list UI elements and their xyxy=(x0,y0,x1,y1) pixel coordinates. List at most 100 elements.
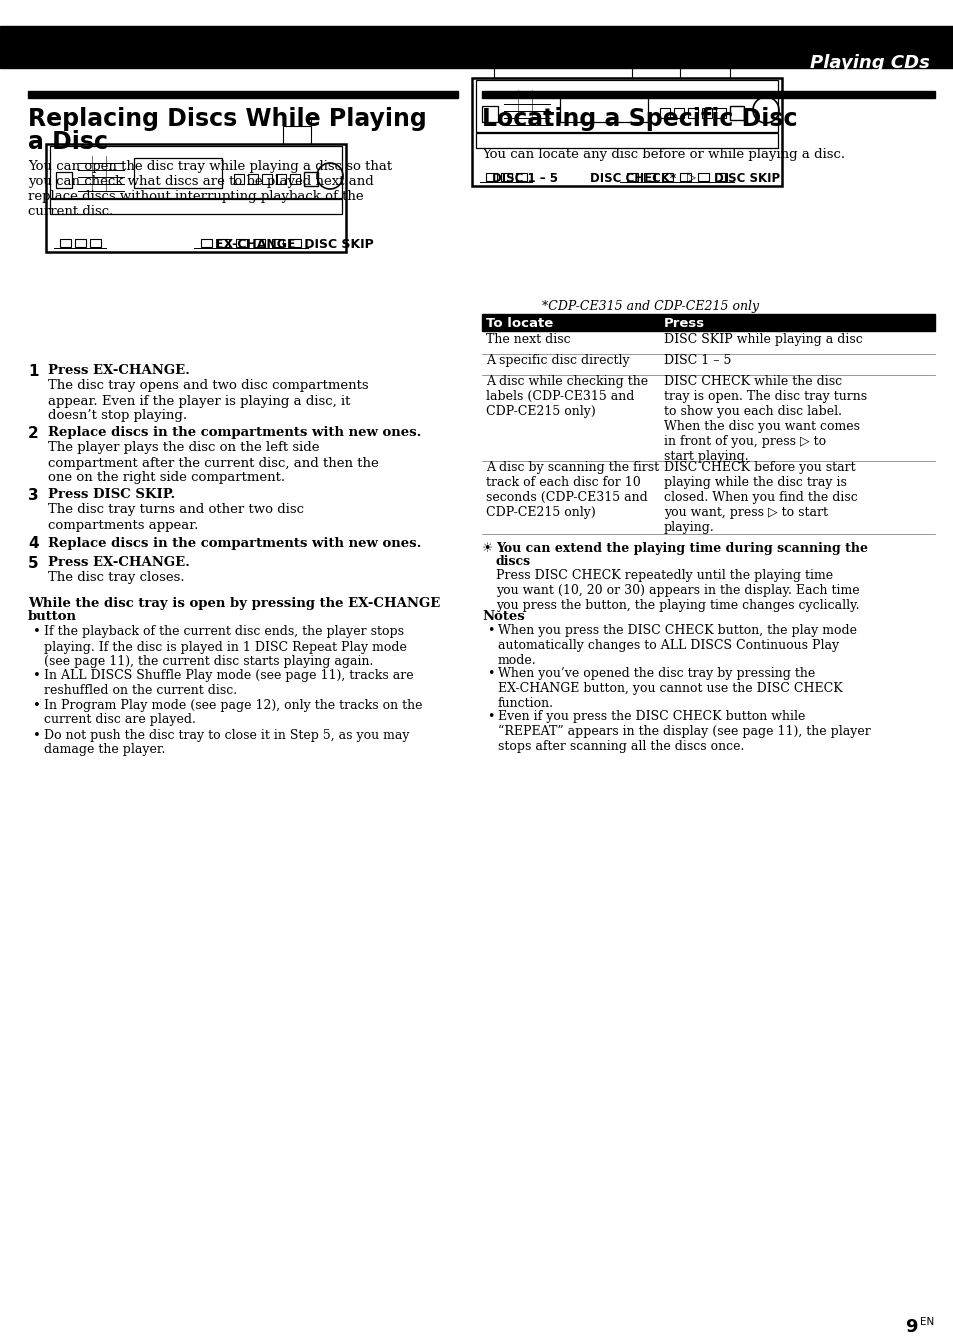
Text: DISC CHECK while the disc
tray is open. The disc tray turns
to show you each dis: DISC CHECK while the disc tray is open. … xyxy=(663,374,866,463)
Text: 9: 9 xyxy=(904,1318,917,1336)
Text: If the playback of the current disc ends, the player stops
playing. If the disc : If the playback of the current disc ends… xyxy=(44,626,406,668)
Bar xyxy=(133,158,222,189)
Bar xyxy=(290,239,301,247)
Text: In Program Play mode (see page 12), only the tracks on the
current disc are play: In Program Play mode (see page 12), only… xyxy=(44,698,422,726)
Bar xyxy=(201,239,212,247)
Text: 4: 4 xyxy=(28,536,38,551)
Bar xyxy=(659,108,669,118)
Text: •: • xyxy=(486,710,494,723)
Text: •: • xyxy=(33,668,41,682)
Bar xyxy=(290,174,299,185)
Text: •: • xyxy=(33,729,41,742)
Text: Press DISC CHECK repeatedly until the playing time
you want (10, 20 or 30) appea: Press DISC CHECK repeatedly until the pl… xyxy=(496,570,859,612)
Bar xyxy=(687,108,698,118)
Bar xyxy=(679,172,690,180)
Text: Notes: Notes xyxy=(481,610,524,623)
Text: *CDP-CE315 and CDP-CE215 only: *CDP-CE315 and CDP-CE215 only xyxy=(541,299,759,313)
Bar xyxy=(661,172,672,180)
Text: Playing CDs: Playing CDs xyxy=(809,53,929,72)
Text: A disc while checking the
labels (CDP-CE315 and
CDP-CE215 only): A disc while checking the labels (CDP-CE… xyxy=(485,374,647,418)
Text: Locating a Specific Disc: Locating a Specific Disc xyxy=(481,107,797,131)
Text: Replacing Discs While Playing: Replacing Discs While Playing xyxy=(28,107,426,131)
Bar xyxy=(275,174,286,185)
Text: DISC SKIP: DISC SKIP xyxy=(713,172,780,185)
Bar xyxy=(235,239,247,247)
Bar xyxy=(481,91,934,98)
Text: Even if you press the DISC CHECK button while
“REPEAT” appears in the display (s: Even if you press the DISC CHECK button … xyxy=(497,710,870,753)
Text: Press EX-CHANGE.: Press EX-CHANGE. xyxy=(48,556,190,570)
Bar xyxy=(253,239,265,247)
Text: EX-CHANGE  DISC SKIP: EX-CHANGE DISC SKIP xyxy=(214,238,374,251)
Text: Replace discs in the compartments with new ones.: Replace discs in the compartments with n… xyxy=(48,536,421,550)
Text: EN: EN xyxy=(919,1317,933,1328)
Bar xyxy=(716,172,726,180)
Text: Do not push the disc tray to close it in Step 5, as you may
damage the player.: Do not push the disc tray to close it in… xyxy=(44,729,409,757)
Bar xyxy=(218,239,229,247)
Bar xyxy=(626,172,638,180)
Bar xyxy=(500,172,512,180)
Bar xyxy=(481,314,934,332)
Bar xyxy=(476,80,778,132)
Bar xyxy=(304,172,317,186)
Text: The disc tray turns and other two disc
compartments appear.: The disc tray turns and other two disc c… xyxy=(48,504,304,532)
Bar xyxy=(56,172,71,189)
Text: The player plays the disc on the left side
compartment after the current disc, a: The player plays the disc on the left si… xyxy=(48,441,378,484)
Text: Press EX-CHANGE.: Press EX-CHANGE. xyxy=(48,364,190,377)
Bar xyxy=(698,172,708,180)
Text: a Disc: a Disc xyxy=(28,130,108,154)
Text: •: • xyxy=(33,626,41,639)
Text: discs: discs xyxy=(496,555,531,568)
Text: 1: 1 xyxy=(28,364,38,378)
Text: In ALL DISCS Shuffle Play mode (see page 11), tracks are
reshuffled on the curre: In ALL DISCS Shuffle Play mode (see page… xyxy=(44,668,414,697)
Text: •: • xyxy=(486,667,494,681)
Text: button: button xyxy=(28,611,77,623)
Text: ☀: ☀ xyxy=(481,541,493,555)
Text: 5: 5 xyxy=(28,556,38,571)
Text: DISC 1 – 5: DISC 1 – 5 xyxy=(663,354,731,366)
Bar xyxy=(472,78,781,186)
Bar xyxy=(90,239,101,247)
Bar xyxy=(248,174,257,185)
Text: You can locate any disc before or while playing a disc.: You can locate any disc before or while … xyxy=(481,148,844,160)
Text: When you press the DISC CHECK button, the play mode
automatically changes to ALL: When you press the DISC CHECK button, th… xyxy=(497,624,856,667)
Bar xyxy=(50,199,341,214)
Bar xyxy=(559,92,647,122)
Bar xyxy=(50,146,341,198)
Text: A specific disc directly: A specific disc directly xyxy=(485,354,629,366)
Text: The next disc: The next disc xyxy=(485,333,570,346)
Text: You can open the disc tray while playing a disc so that
you can check what discs: You can open the disc tray while playing… xyxy=(28,160,392,218)
Bar xyxy=(60,239,71,247)
Text: DISC CHECK*: DISC CHECK* xyxy=(589,172,676,185)
Bar xyxy=(716,108,725,118)
Bar xyxy=(701,108,711,118)
Text: Press DISC SKIP.: Press DISC SKIP. xyxy=(48,488,175,501)
Text: To locate: To locate xyxy=(485,317,553,330)
Text: While the disc tray is open by pressing the EX-CHANGE: While the disc tray is open by pressing … xyxy=(28,598,439,610)
Text: Press: Press xyxy=(663,317,704,330)
Text: The disc tray opens and two disc compartments
appear. Even if the player is play: The disc tray opens and two disc compart… xyxy=(48,380,368,422)
Text: ▷: ▷ xyxy=(686,172,696,185)
Bar xyxy=(75,239,86,247)
Text: You can extend the playing time during scanning the: You can extend the playing time during s… xyxy=(496,541,867,555)
Bar xyxy=(233,174,244,185)
Text: •: • xyxy=(33,698,41,711)
Text: •: • xyxy=(486,624,494,636)
Text: 3: 3 xyxy=(28,488,38,503)
Text: When you’ve opened the disc tray by pressing the
EX-CHANGE button, you cannot us: When you’ve opened the disc tray by pres… xyxy=(497,667,841,710)
Text: DISC CHECK before you start
playing while the disc tray is
closed. When you find: DISC CHECK before you start playing whil… xyxy=(663,461,857,533)
Bar xyxy=(28,91,457,98)
Text: Replace discs in the compartments with new ones.: Replace discs in the compartments with n… xyxy=(48,427,421,439)
Bar xyxy=(729,106,743,120)
Text: DISC SKIP while playing a disc: DISC SKIP while playing a disc xyxy=(663,333,862,346)
Bar xyxy=(516,172,526,180)
Text: The disc tray closes.: The disc tray closes. xyxy=(48,571,185,584)
Bar xyxy=(481,106,497,122)
Bar xyxy=(0,25,953,68)
Text: DISC 1 – 5: DISC 1 – 5 xyxy=(492,172,558,185)
Bar xyxy=(272,239,283,247)
Bar xyxy=(262,174,272,185)
Bar xyxy=(46,144,346,251)
Bar xyxy=(476,132,778,148)
Bar xyxy=(485,172,497,180)
Text: A disc by scanning the first
track of each disc for 10
seconds (CDP-CE315 and
CD: A disc by scanning the first track of ea… xyxy=(485,461,659,519)
